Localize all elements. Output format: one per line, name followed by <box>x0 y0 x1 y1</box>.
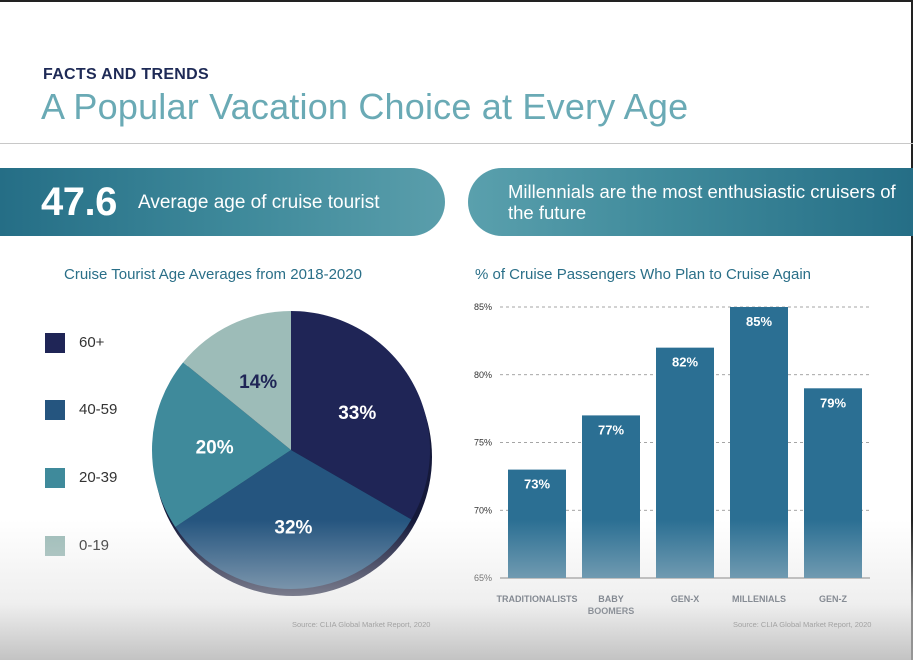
bar-gen-x <box>656 347 714 578</box>
legend-swatch-0-19 <box>45 536 65 556</box>
bar-value-label: 79% <box>820 395 846 410</box>
bar-ytick-label: 80% <box>474 370 492 380</box>
pie-slice-60-plus <box>291 311 430 520</box>
legend-label-60-plus: 60+ <box>79 334 105 351</box>
bar-category-label: GEN-Z <box>819 594 848 604</box>
bar-category-label: BABY BOOMERS <box>588 594 635 616</box>
bar-ytick-label: 65% <box>474 573 492 583</box>
header-divider <box>0 143 913 144</box>
pie-label-20-39: 20% <box>196 437 234 458</box>
average-age-banner: 47.6 Average age of cruise tourist <box>0 168 445 236</box>
millennials-banner: Millennials are the most enthusiastic cr… <box>468 168 913 236</box>
bar-category-label: MILLENIALS <box>732 594 786 604</box>
bar-chart: 65% 70% 75% 80% 85% 73% TRADITIONALISTS 77% BABY… <box>474 302 870 616</box>
bar-value-label: 85% <box>746 314 772 329</box>
average-age-value: 47.6 <box>41 180 117 224</box>
legend-item-20-39: 20-39 <box>45 467 165 489</box>
top-border <box>0 0 913 2</box>
bar-millenials <box>730 307 788 578</box>
legend-item-40-59: 40-59 <box>45 399 165 421</box>
average-age-label: Average age of cruise tourist <box>138 192 380 213</box>
pie-chart: 33% 32% 20% 14% <box>152 311 432 596</box>
legend-swatch-60-plus <box>45 333 65 353</box>
pie-label-40-59: 32% <box>274 517 312 538</box>
bar-baby-boomers <box>582 415 640 578</box>
section-eyebrow: FACTS AND TRENDS <box>43 66 209 83</box>
bar-value-label: 73% <box>524 477 550 492</box>
page-title: A Popular Vacation Choice at Every Age <box>41 86 689 127</box>
bar-ytick-label: 70% <box>474 505 492 515</box>
legend-swatch-20-39 <box>45 468 65 488</box>
bar-source: Source: CLIA Global Market Report, 2020 <box>733 620 872 629</box>
millennials-banner-text: Millennials are the most enthusiastic cr… <box>508 181 896 223</box>
bar-category-label: GEN-X <box>671 594 700 604</box>
right-border <box>911 0 913 660</box>
pie-label-0-19: 14% <box>239 372 277 393</box>
bar-value-label: 82% <box>672 355 698 370</box>
bar-ytick-label: 85% <box>474 302 492 312</box>
bar-value-label: 77% <box>598 422 624 437</box>
pie-label-60-plus: 33% <box>338 403 376 424</box>
legend-item-60-plus: 60+ <box>45 332 165 354</box>
bar-chart-title: % of Cruise Passengers Who Plan to Cruis… <box>475 266 811 283</box>
bar-gen-z <box>804 388 862 578</box>
pie-source: Source: CLIA Global Market Report, 2020 <box>292 620 431 629</box>
legend-label-40-59: 40-59 <box>79 401 118 418</box>
pie-chart-title: Cruise Tourist Age Averages from 2018-20… <box>64 266 362 283</box>
legend-swatch-40-59 <box>45 400 65 420</box>
bar-category-label: TRADITIONALISTS <box>497 594 578 604</box>
pie-slice-20-39 <box>152 362 291 527</box>
pie-slice-0-19 <box>183 311 291 450</box>
legend-label-0-19: 0-19 <box>79 537 110 554</box>
bar-ytick-label: 75% <box>474 438 492 448</box>
legend-label-20-39: 20-39 <box>79 469 118 486</box>
